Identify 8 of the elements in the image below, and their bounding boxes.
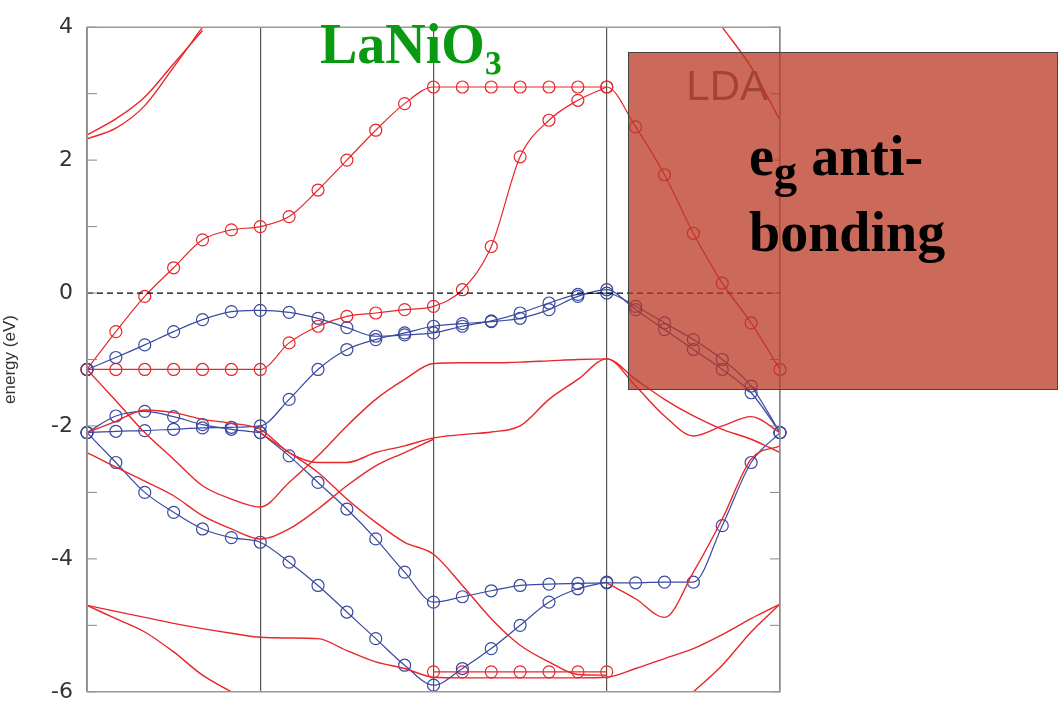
y-tick-label: -6	[51, 677, 73, 703]
y-tick-label: 2	[59, 145, 73, 171]
y-tick-label: 4	[59, 12, 73, 38]
y-axis-title: energy (eV)	[0, 315, 19, 404]
y-tick-label: -4	[51, 544, 73, 570]
annotation: e$_{g}$ anti-bonding	[749, 124, 947, 266]
y-tick-label: -2	[51, 411, 73, 437]
y-tick-label: 0	[59, 278, 73, 304]
